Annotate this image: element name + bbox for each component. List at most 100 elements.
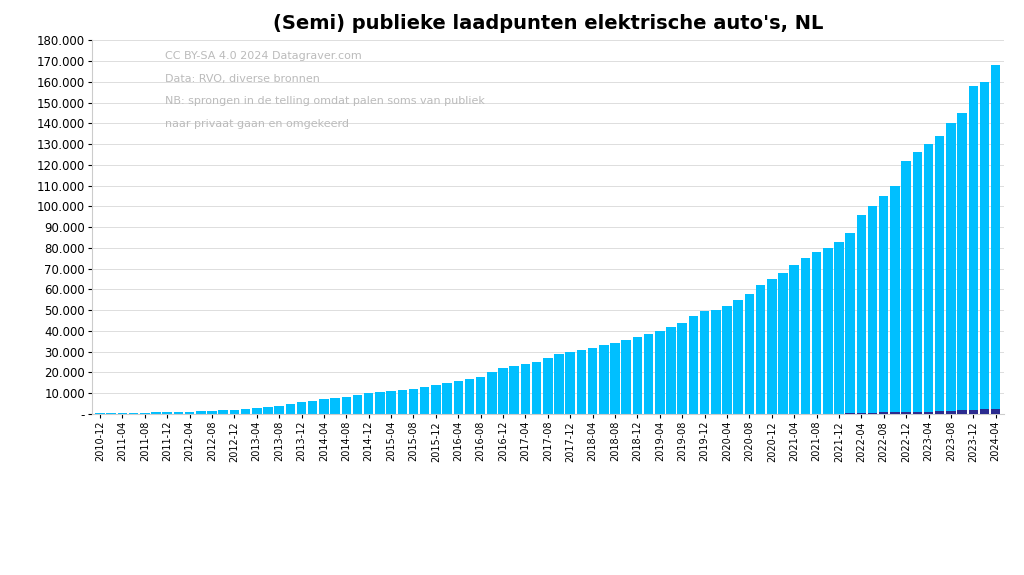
Bar [722, 306, 732, 414]
Bar [319, 400, 329, 414]
Bar [835, 242, 844, 414]
Bar [622, 340, 631, 414]
Bar [924, 144, 933, 414]
Bar [454, 381, 463, 414]
Bar [901, 160, 911, 414]
Bar [633, 337, 642, 414]
Bar [229, 410, 240, 414]
Bar [543, 358, 553, 414]
Bar [969, 410, 978, 414]
Bar [184, 412, 195, 414]
Bar [912, 412, 922, 414]
Bar [106, 413, 116, 414]
Bar [890, 186, 900, 414]
Bar [901, 412, 911, 414]
Bar [565, 352, 575, 414]
Bar [118, 413, 127, 414]
Bar [957, 411, 967, 414]
Bar [610, 343, 620, 414]
Bar [174, 412, 183, 414]
Bar [599, 346, 608, 414]
Bar [946, 123, 955, 414]
Bar [812, 252, 821, 414]
Bar [531, 362, 542, 414]
Bar [375, 392, 385, 414]
Bar [790, 264, 799, 414]
Bar [935, 411, 944, 414]
Bar [397, 390, 408, 414]
Bar [846, 233, 855, 414]
Bar [991, 65, 1000, 414]
Bar [409, 389, 418, 414]
Bar [140, 412, 150, 414]
Bar [856, 413, 866, 414]
Text: NB: sprongen in de telling omdat palen soms van publiek: NB: sprongen in de telling omdat palen s… [165, 96, 485, 106]
Bar [252, 408, 261, 414]
Bar [856, 214, 866, 414]
Bar [465, 379, 474, 414]
Bar [946, 411, 955, 414]
Bar [846, 413, 855, 414]
Bar [286, 404, 295, 414]
Bar [520, 364, 530, 414]
Bar [352, 396, 362, 414]
Bar [431, 385, 440, 414]
Bar [957, 113, 967, 414]
Bar [980, 82, 989, 414]
Bar [678, 323, 687, 414]
Bar [699, 311, 710, 414]
Bar [867, 206, 878, 414]
Bar [163, 412, 172, 414]
Bar [129, 412, 138, 414]
Text: Data: RVO, diverse bronnen: Data: RVO, diverse bronnen [165, 74, 319, 84]
Bar [644, 334, 653, 414]
Bar [218, 411, 228, 414]
Bar [510, 366, 519, 414]
Bar [588, 347, 597, 414]
Bar [342, 397, 351, 414]
Bar [152, 412, 161, 414]
Bar [241, 409, 250, 414]
Bar [655, 331, 665, 414]
Bar [890, 412, 900, 414]
Bar [924, 412, 933, 414]
Bar [263, 407, 272, 414]
Bar [95, 413, 104, 414]
Bar [867, 412, 878, 414]
Bar [733, 300, 743, 414]
Bar [711, 310, 721, 414]
Bar [196, 411, 206, 414]
Bar [801, 258, 810, 414]
Bar [308, 401, 317, 414]
Bar [912, 152, 922, 414]
Bar [879, 196, 889, 414]
Bar [767, 279, 776, 414]
Bar [386, 391, 396, 414]
Bar [756, 285, 765, 414]
Bar [207, 411, 217, 414]
Text: CC BY-SA 4.0 2024 Datagraver.com: CC BY-SA 4.0 2024 Datagraver.com [165, 51, 361, 62]
Bar [476, 377, 485, 414]
Bar [499, 369, 508, 414]
Bar [991, 409, 1000, 414]
Bar [554, 354, 564, 414]
Text: naar privaat gaan en omgekeerd: naar privaat gaan en omgekeerd [165, 118, 349, 129]
Bar [442, 383, 452, 414]
Title: (Semi) publieke laadpunten elektrische auto's, NL: (Semi) publieke laadpunten elektrische a… [272, 14, 823, 33]
Bar [364, 393, 374, 414]
Bar [744, 294, 754, 414]
Bar [577, 350, 586, 414]
Bar [331, 398, 340, 414]
Bar [980, 409, 989, 414]
Bar [297, 401, 306, 414]
Bar [420, 387, 429, 414]
Bar [667, 327, 676, 414]
Bar [935, 136, 944, 414]
Bar [879, 412, 889, 414]
Bar [778, 273, 787, 414]
Bar [823, 248, 833, 414]
Bar [274, 406, 284, 414]
Bar [688, 316, 698, 414]
Bar [487, 373, 497, 414]
Bar [969, 86, 978, 414]
